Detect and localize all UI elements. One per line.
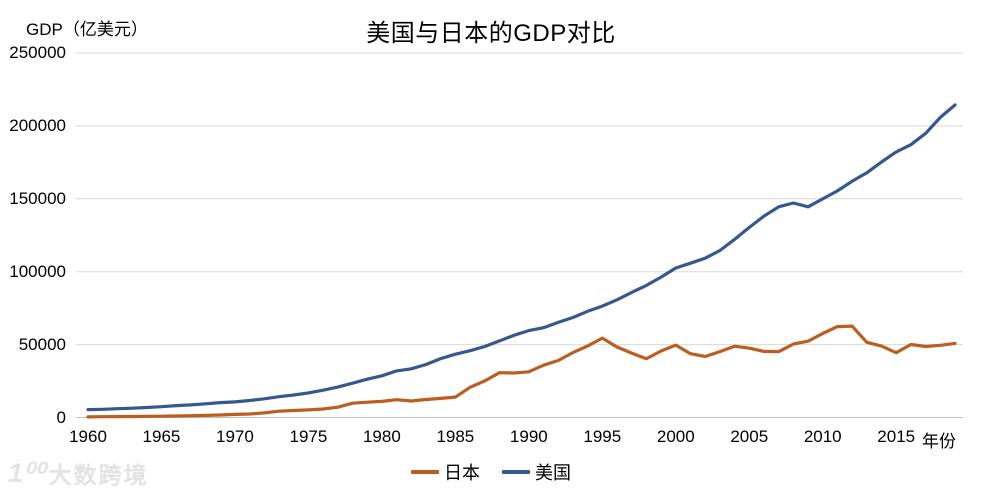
legend-label-usa: 美国 [535, 463, 571, 483]
x-tick-label: 1985 [436, 427, 475, 446]
x-tick-label: 1980 [362, 427, 401, 446]
legend-item-japan: 日本 [411, 459, 480, 485]
x-tick-label: 1960 [69, 427, 107, 446]
x-tick-label: 1965 [142, 427, 181, 446]
line-usa [86, 103, 957, 412]
japan-line-swatch-icon [411, 470, 439, 474]
legend-item-usa: 美国 [502, 459, 571, 485]
usa-line-swatch-icon [502, 470, 530, 474]
x-tick-label: 1970 [216, 427, 254, 446]
watermark-text: 大数跨境 [48, 462, 149, 488]
x-tick-label: 2005 [730, 427, 769, 446]
x-tick-label: 2000 [656, 427, 695, 446]
y-tick-label: 250000 [9, 43, 66, 62]
y-axis-title: GDP（亿美元） [26, 20, 148, 39]
x-tick-label: 1990 [509, 427, 548, 446]
y-tick-label: 150000 [9, 188, 66, 208]
line-japan [86, 324, 957, 419]
x-tick-label: 1975 [289, 427, 328, 446]
y-tick-label: 100000 [9, 261, 66, 281]
x-tick-label: 1995 [583, 427, 622, 446]
legend-label-japan: 日本 [444, 463, 480, 483]
x-axis-title: 年份 [922, 432, 956, 451]
x-tick-label: 2015 [877, 427, 916, 446]
watermark: 1⁰⁰ 大数跨境 [8, 456, 149, 490]
y-tick-label: 50000 [18, 334, 66, 354]
chart-title: 美国与日本的GDP对比 [366, 20, 616, 47]
x-tick-label: 2010 [803, 427, 842, 446]
chart-legend: 日本 美国 [0, 459, 982, 485]
watermark-logo-icon: 1⁰⁰ [8, 458, 45, 488]
y-tick-label: 200000 [9, 115, 66, 135]
y-tick-label: 0 [56, 407, 66, 427]
